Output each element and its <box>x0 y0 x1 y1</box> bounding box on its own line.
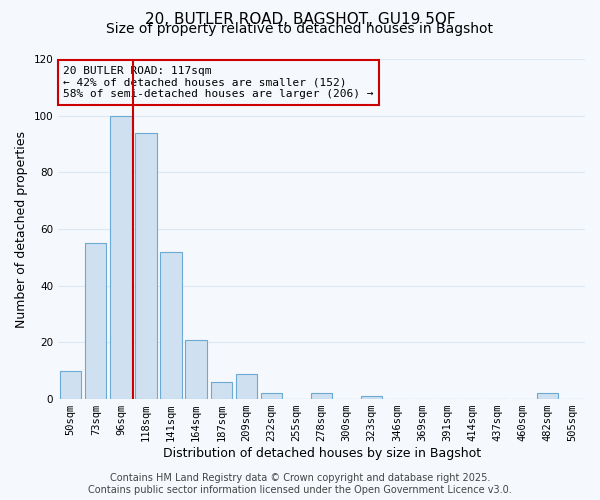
Bar <box>211 382 232 399</box>
Bar <box>261 394 282 399</box>
Bar <box>537 394 558 399</box>
Bar <box>236 374 257 399</box>
Text: 20, BUTLER ROAD, BAGSHOT, GU19 5QF: 20, BUTLER ROAD, BAGSHOT, GU19 5QF <box>145 12 455 28</box>
Bar <box>361 396 382 399</box>
Text: Size of property relative to detached houses in Bagshot: Size of property relative to detached ho… <box>107 22 493 36</box>
Bar <box>185 340 207 399</box>
Text: 20 BUTLER ROAD: 117sqm
← 42% of detached houses are smaller (152)
58% of semi-de: 20 BUTLER ROAD: 117sqm ← 42% of detached… <box>64 66 374 99</box>
Bar <box>160 252 182 399</box>
Bar <box>85 243 106 399</box>
Bar <box>60 370 82 399</box>
X-axis label: Distribution of detached houses by size in Bagshot: Distribution of detached houses by size … <box>163 447 481 460</box>
Bar <box>311 394 332 399</box>
Bar <box>110 116 131 399</box>
Text: Contains HM Land Registry data © Crown copyright and database right 2025.
Contai: Contains HM Land Registry data © Crown c… <box>88 474 512 495</box>
Bar <box>136 132 157 399</box>
Y-axis label: Number of detached properties: Number of detached properties <box>15 130 28 328</box>
